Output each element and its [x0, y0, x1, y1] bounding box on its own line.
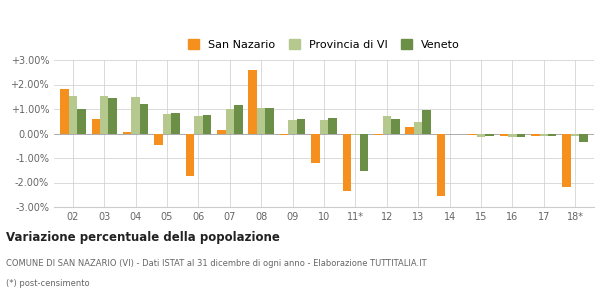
Bar: [163, 114, 171, 134]
Bar: [194, 116, 203, 134]
Legend: San Nazario, Provincia di VI, Veneto: San Nazario, Provincia di VI, Veneto: [185, 36, 463, 54]
Bar: [359, 134, 368, 172]
Bar: [77, 109, 86, 134]
Bar: [548, 134, 556, 136]
Bar: [265, 108, 274, 134]
Bar: [539, 134, 548, 136]
Bar: [248, 70, 257, 134]
Bar: [140, 104, 148, 134]
Bar: [100, 95, 109, 134]
Text: COMUNE DI SAN NAZARIO (VI) - Dati ISTAT al 31 dicembre di ogni anno - Elaborazio: COMUNE DI SAN NAZARIO (VI) - Dati ISTAT …: [6, 259, 427, 268]
Bar: [60, 89, 68, 134]
Bar: [328, 118, 337, 134]
Text: Variazione percentuale della popolazione: Variazione percentuale della popolazione: [6, 232, 280, 244]
Bar: [414, 122, 422, 134]
Bar: [485, 134, 494, 136]
Bar: [92, 119, 100, 134]
Bar: [217, 130, 226, 134]
Bar: [186, 134, 194, 176]
Bar: [508, 134, 517, 137]
Bar: [437, 134, 445, 196]
Bar: [68, 95, 77, 134]
Bar: [562, 134, 571, 188]
Text: (*) post-censimento: (*) post-censimento: [6, 280, 89, 289]
Bar: [234, 105, 242, 134]
Bar: [406, 127, 414, 134]
Bar: [468, 134, 477, 136]
Bar: [171, 113, 180, 134]
Bar: [297, 119, 305, 134]
Bar: [351, 134, 359, 135]
Bar: [343, 134, 351, 191]
Bar: [311, 134, 320, 163]
Bar: [289, 120, 297, 134]
Bar: [517, 134, 525, 137]
Bar: [320, 120, 328, 134]
Bar: [477, 134, 485, 137]
Bar: [280, 134, 289, 135]
Bar: [531, 134, 539, 136]
Bar: [123, 132, 131, 134]
Bar: [422, 110, 431, 134]
Bar: [383, 116, 391, 134]
Bar: [580, 134, 588, 142]
Bar: [571, 134, 580, 136]
Bar: [500, 134, 508, 136]
Bar: [374, 134, 383, 135]
Bar: [131, 97, 140, 134]
Bar: [109, 98, 117, 134]
Bar: [203, 115, 211, 134]
Bar: [154, 134, 163, 145]
Bar: [391, 119, 400, 134]
Bar: [257, 108, 265, 134]
Bar: [226, 109, 234, 134]
